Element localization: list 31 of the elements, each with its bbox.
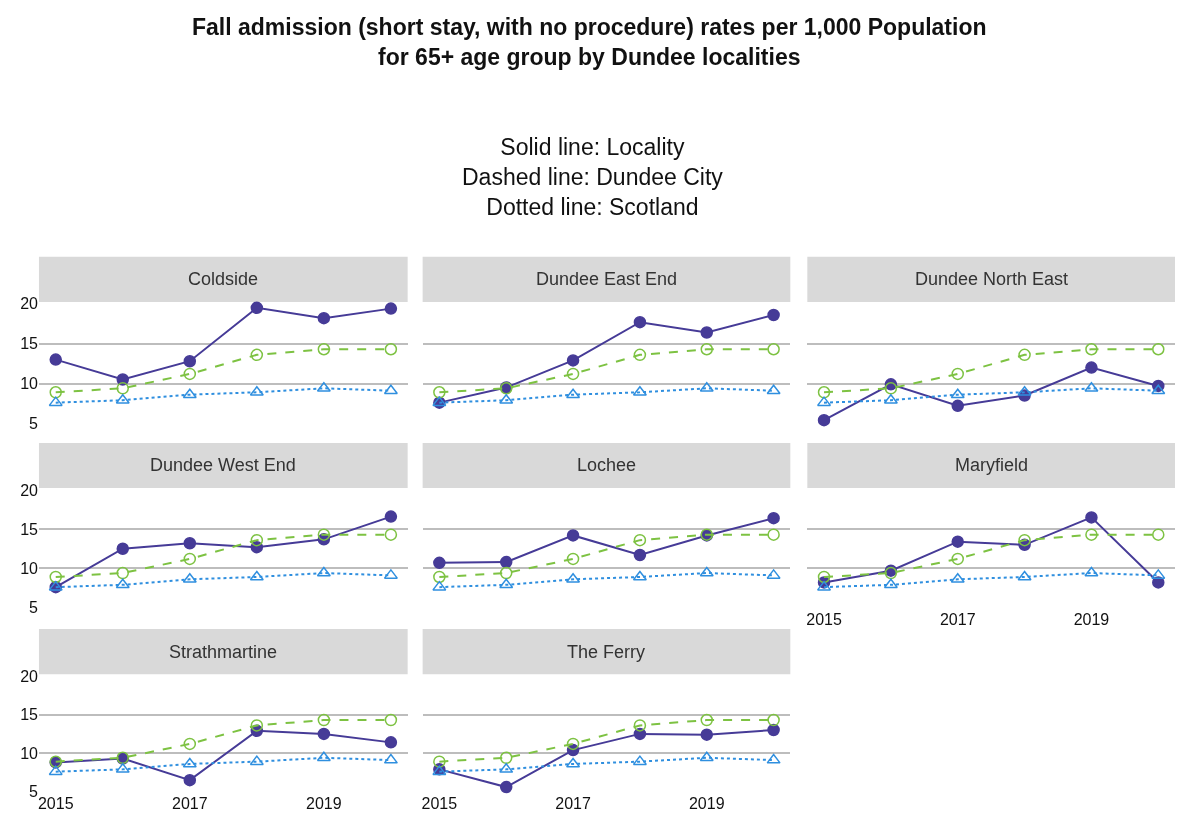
y-tick-label: 10 [20, 744, 39, 762]
y-tick-label: 20 [20, 667, 39, 685]
x-tick-label: 2017 [555, 794, 591, 812]
chart-title: Dundee East End [536, 269, 678, 289]
y-tick-label: 15 [20, 335, 39, 353]
chart-title: Strathmartine [169, 642, 278, 662]
chart-title: Dundee West End [150, 455, 296, 475]
y-tick-label: 20 [20, 481, 39, 499]
x-tick-label: 2019 [688, 794, 725, 812]
chart-title: Dundee North East [915, 269, 1069, 289]
y-tick-label: 5 [29, 599, 39, 617]
y-tick-label: 15 [20, 706, 39, 724]
x-tick-label: 2015 [806, 610, 842, 628]
y-tick-label: 10 [20, 559, 39, 577]
chart-title: The Ferry [567, 642, 646, 662]
y-tick-label: 10 [20, 375, 39, 393]
text: Fall admission (short stay, with no procedure) rates per 1,000 Population for 65+ age group by Dundee localities [192, 14, 987, 70]
chart-title: Coldside [188, 269, 259, 289]
x-tick-label: 2015 [37, 794, 74, 812]
x-tick-label: 2015 [421, 794, 458, 812]
x-tick-label: 2019 [1073, 610, 1110, 628]
x-tick-label: 2017 [172, 794, 208, 812]
x-tick-label: 2017 [939, 610, 976, 628]
y-tick-label: 15 [20, 520, 39, 538]
chart-title: Maryfield [955, 455, 1029, 475]
text: Solid line: Locality Dashed line: Dundee City Dotted line: Scotland [462, 134, 724, 220]
x-tick-label: 2019 [306, 794, 342, 812]
y-tick-label: 20 [20, 295, 39, 313]
y-tick-label: 5 [29, 783, 39, 801]
chart-title: Lochee [577, 455, 637, 475]
y-tick-label: 5 [29, 414, 39, 432]
